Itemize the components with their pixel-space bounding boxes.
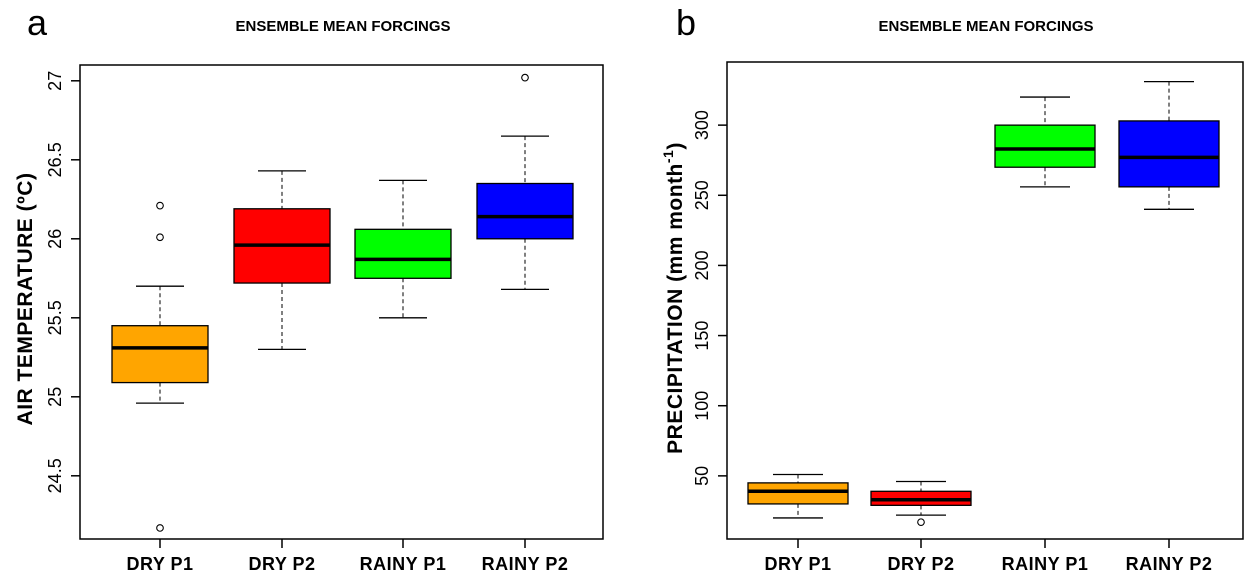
- y-tick-label: 300: [692, 110, 712, 140]
- outlier-point: [521, 73, 529, 82]
- box-iqr: [994, 124, 1096, 168]
- panel-b-ylabel-main: PRECIPITATION (mm month: [664, 163, 687, 454]
- panel-a-plot-frame: [79, 64, 604, 540]
- box-iqr: [476, 182, 574, 240]
- panel-b-title: ENSEMBLE MEAN FORCINGS: [878, 18, 1093, 35]
- x-category-label: DRY P1: [764, 554, 831, 574]
- y-tick-label: 24.5: [45, 458, 65, 493]
- panel-b-letter: b: [676, 2, 696, 43]
- box-iqr: [354, 228, 452, 279]
- box-iqr: [1118, 120, 1220, 188]
- panel-b: b ENSEMBLE MEAN FORCINGS PRECIPITATION (…: [660, 2, 1244, 574]
- panel-b-plot-frame: [726, 61, 1244, 540]
- panel-a-plot-area: 24.5 25 25.5 26 26.5 27 DRY P1 DRY P2 RAINY P1 RA…: [45, 71, 574, 574]
- outlier-point: [917, 518, 925, 527]
- panel-a: a ENSEMBLE MEAN FORCINGS AIR TEMPERATURE…: [14, 2, 604, 574]
- y-tick-label: 50: [692, 466, 712, 486]
- box-iqr: [747, 482, 849, 505]
- y-tick-label: 25.5: [45, 300, 65, 335]
- x-category-label: RAINY P2: [1126, 554, 1213, 574]
- y-tick-label: 150: [692, 321, 712, 351]
- x-category-label: RAINY P2: [482, 554, 569, 574]
- panel-b-ylabel-close: ): [664, 142, 687, 150]
- panel-a-title: ENSEMBLE MEAN FORCINGS: [235, 18, 450, 35]
- outlier-point: [156, 233, 164, 242]
- panel-a-ylabel: AIR TEMPERATURE (ºC): [14, 173, 37, 426]
- box-iqr: [111, 325, 209, 384]
- panel-b-ylabel: PRECIPITATION (mm month-1): [660, 142, 687, 454]
- y-tick-label: 200: [692, 250, 712, 280]
- x-category-label: DRY P2: [248, 554, 315, 574]
- y-tick-label: 26.5: [45, 142, 65, 177]
- y-tick-label: 26: [45, 229, 65, 249]
- y-tick-label: 27: [45, 71, 65, 91]
- x-category-label: DRY P2: [887, 554, 954, 574]
- x-category-label: RAINY P1: [360, 554, 447, 574]
- y-tick-label: 100: [692, 391, 712, 421]
- panel-a-letter: a: [27, 2, 48, 43]
- y-tick-label: 250: [692, 180, 712, 210]
- x-category-label: DRY P1: [126, 554, 193, 574]
- panel-b-plot-area: 50 100 150 200 250 300 DRY P1 DRY P2 RAINY P1 RAI…: [692, 80, 1220, 574]
- panel-b-ylabel-superscript: -1: [660, 150, 676, 163]
- outlier-point: [156, 201, 164, 210]
- x-category-label: RAINY P1: [1002, 554, 1089, 574]
- y-tick-label: 25: [45, 387, 65, 407]
- outlier-point: [156, 524, 164, 532]
